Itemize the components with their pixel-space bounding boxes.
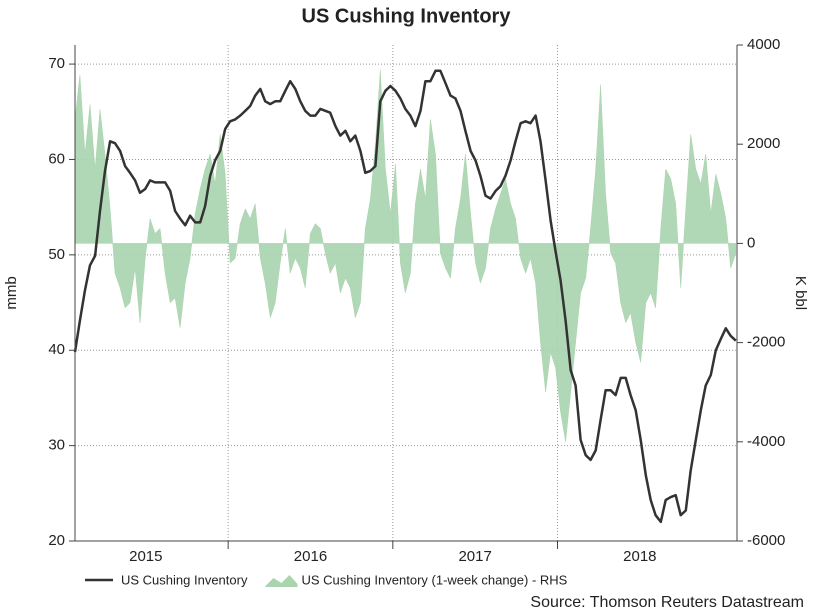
x-tick-label: 2018 [623, 548, 656, 565]
y2-tick-label: 2000 [747, 135, 780, 152]
legend-label: US Cushing Inventory [121, 572, 248, 587]
y-tick-label: 20 [48, 532, 65, 549]
y2-tick-label: 0 [747, 234, 755, 251]
y2-axis-label: K bbl [792, 276, 809, 310]
y2-tick-label: -6000 [747, 532, 785, 549]
y-tick-label: 50 [48, 246, 65, 263]
legend-label: US Cushing Inventory (1-week change) - R… [301, 572, 567, 587]
x-tick-label: 2017 [458, 548, 491, 565]
y2-tick-label: -2000 [747, 334, 785, 351]
y-tick-label: 60 [48, 150, 65, 167]
y-axis-label: mmb [3, 276, 20, 309]
y-tick-label: 30 [48, 437, 65, 454]
area [74, 69, 737, 442]
legend-swatch [265, 575, 298, 587]
x-tick-label: 2015 [129, 548, 162, 565]
y2-tick-label: 4000 [747, 36, 780, 53]
source-note: Source: Thomson Reuters Datastream [530, 594, 804, 611]
chart-title: US Cushing Inventory [302, 5, 512, 27]
y-tick-label: 70 [48, 55, 65, 72]
y2-tick-label: -4000 [747, 433, 785, 450]
y-tick-label: 40 [48, 341, 65, 358]
x-tick-label: 2016 [294, 548, 327, 565]
line [73, 69, 737, 524]
